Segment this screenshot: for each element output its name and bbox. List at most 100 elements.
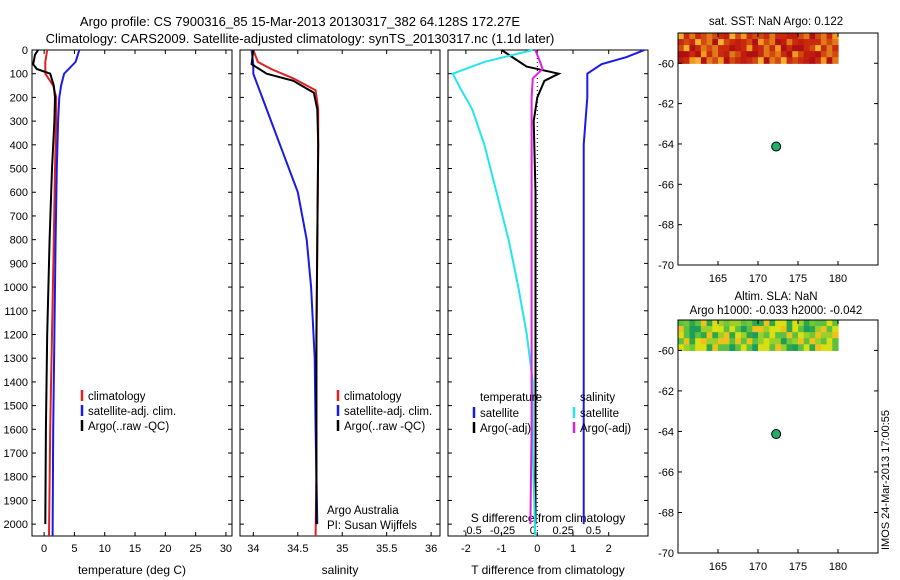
heatmap-cell [820, 332, 828, 339]
y-tick-label: -62 [658, 99, 674, 111]
heatmap-cell [689, 33, 696, 40]
heatmap-cell [758, 344, 765, 351]
heatmap-cell [689, 45, 696, 52]
heatmap-cell [758, 33, 765, 40]
heatmap-cell [832, 51, 839, 58]
y-tick-label: 500 [10, 164, 28, 176]
heatmap-cell [792, 344, 799, 351]
heatmap-cell [700, 39, 708, 46]
heatmap-cell [769, 326, 776, 333]
heatmap-cell [735, 45, 742, 52]
heatmap-cell [758, 57, 765, 64]
heatmap-cell [689, 326, 696, 333]
heatmap-cell [689, 57, 696, 64]
heatmap-cell [695, 39, 702, 46]
x-tick-label: 25 [190, 543, 202, 555]
heatmap-cell [780, 338, 788, 345]
y-tick-label: 1300 [4, 353, 28, 365]
heatmap-cell [798, 33, 805, 40]
heatmap-cell [820, 33, 828, 40]
heatmap-cell [769, 51, 776, 58]
heatmap-cell [683, 39, 691, 46]
heatmap-cell [803, 39, 811, 46]
heatmap-cell [786, 39, 793, 46]
heatmap-cell [723, 326, 731, 333]
heatmap-cell [735, 51, 742, 58]
heatmap-cell [752, 51, 759, 58]
y-tick-label: 1500 [4, 401, 28, 413]
heatmap-cell [718, 39, 725, 46]
heatmap-cell [803, 332, 811, 339]
heatmap-cell [746, 45, 753, 52]
heatmap-cell [786, 320, 793, 327]
heatmap-cell [780, 332, 788, 339]
heatmap-cell [718, 326, 725, 333]
heatmap-cell [826, 39, 833, 46]
heatmap-cell [746, 320, 753, 327]
heatmap-cell [718, 45, 725, 52]
y-tick-label: 2000 [4, 519, 28, 531]
x-tick-label: 180 [829, 273, 847, 285]
series-line-3 [32, 49, 57, 525]
series-line-1 [44, 49, 58, 537]
legend-label: satellite [580, 408, 619, 420]
y-tick-label: -66 [658, 467, 674, 479]
heatmap-cell [706, 344, 713, 351]
x-tick-label: 170 [749, 561, 767, 573]
heatmap-cell [678, 332, 685, 339]
heatmap-cell [792, 332, 799, 339]
y-tick-label: -64 [658, 139, 674, 151]
heatmap-cell [763, 33, 771, 40]
heatmap-cell [740, 39, 748, 46]
heatmap-cell [815, 51, 822, 58]
heatmap-cell [815, 39, 822, 46]
heatmap-cell [700, 320, 708, 327]
heatmap-cell [758, 338, 765, 345]
heatmap-cell [723, 332, 731, 339]
heatmap-cell [712, 326, 719, 333]
heatmap-cell [740, 320, 748, 327]
heatmap-cell [780, 344, 788, 351]
heatmap-cell [820, 39, 828, 46]
heatmap-cell [820, 344, 828, 351]
heatmap-cell [712, 33, 719, 40]
profile-panel-1: 0100200300400500600700800900100011001200… [4, 45, 233, 577]
heatmap-cell [740, 332, 748, 339]
x-tick-label: 30 [220, 543, 232, 555]
y-tick-label: -60 [658, 58, 674, 70]
heatmap-cell [718, 320, 725, 327]
heatmap-cell [792, 338, 799, 345]
heatmap-cell [746, 33, 753, 40]
heatmap-cell [729, 39, 736, 46]
x-tick-label: 5 [71, 543, 77, 555]
map-frame [677, 319, 879, 554]
y-tick-label: 200 [10, 92, 28, 104]
heatmap-cell [706, 45, 713, 52]
heatmap-cell [775, 51, 782, 58]
heatmap-cell [700, 51, 708, 58]
legend-label: satellite-adj. clim. [88, 406, 176, 418]
annotation-text: PI: Susan Wijffels [327, 520, 417, 532]
heatmap-cell [706, 326, 713, 333]
legend-label: climatology [344, 391, 402, 403]
heatmap-cell [678, 344, 685, 351]
heatmap-cell [700, 45, 708, 52]
heatmap-cell [752, 338, 759, 345]
y-tick-label: 1800 [4, 472, 28, 484]
heatmap-cell [798, 320, 805, 327]
axes-frame [239, 49, 441, 537]
heatmap-cell [763, 320, 771, 327]
heatmap-cell [763, 51, 771, 58]
heatmap-cell [826, 344, 833, 351]
y-tick-label: -68 [658, 220, 674, 232]
heatmap-cell [815, 57, 822, 64]
heatmap-cell [763, 332, 771, 339]
heatmap-cell [820, 57, 828, 64]
heatmap-cell [803, 320, 811, 327]
heatmap-cell [723, 39, 731, 46]
heatmap-cell [815, 320, 822, 327]
heatmap-cell [700, 326, 708, 333]
heatmap-cell [729, 33, 736, 40]
heatmap-cell [763, 57, 771, 64]
heatmap-cell [832, 57, 839, 64]
